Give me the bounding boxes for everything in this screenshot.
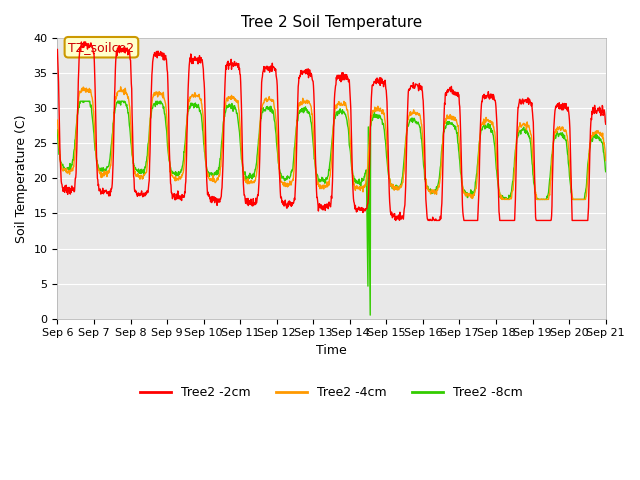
Tree2 -8cm [602,169,609,175]
Legend: Tree2 -2cm, Tree2 -4cm, Tree2 -8cm: Tree2 -2cm, Tree2 -4cm, Tree2 -8cm [135,381,528,404]
Tree2 -2cm [176,194,184,200]
Tree2 -2cm [489,96,497,102]
Tree2 -8cm [76,98,84,104]
Tree2 -4cm [176,175,184,180]
Y-axis label: Soil Temperature (C): Soil Temperature (C) [15,114,28,242]
Tree2 -2cm [80,39,88,45]
Tree2 -8cm [417,136,425,142]
Text: TZ_soilco2: TZ_soilco2 [68,41,134,54]
Tree2 -4cm [54,117,61,123]
Tree2 -8cm [176,170,184,176]
Tree2 -8cm [366,312,374,318]
Tree2 -4cm [417,117,425,123]
Tree2 -4cm [602,157,609,163]
Line: Tree2 -8cm: Tree2 -8cm [58,101,605,315]
Tree2 -2cm [237,92,245,97]
Tree2 -2cm [538,217,545,223]
Tree2 -2cm [54,47,61,52]
Line: Tree2 -2cm: Tree2 -2cm [58,42,605,220]
Tree2 -4cm [163,109,170,115]
Tree2 -8cm [54,127,61,132]
Tree2 -8cm [237,149,245,155]
Tree2 -4cm [538,196,545,202]
Tree2 -8cm [489,132,497,137]
Tree2 -2cm [392,217,399,223]
Tree2 -4cm [237,144,245,150]
Tree2 -2cm [163,56,170,62]
Line: Tree2 -4cm: Tree2 -4cm [58,87,605,199]
Tree2 -8cm [538,196,545,202]
Tree2 -2cm [602,121,609,127]
Tree2 -4cm [498,196,506,202]
Tree2 -4cm [117,84,125,90]
Tree2 -2cm [417,87,425,93]
Tree2 -4cm [489,119,497,125]
X-axis label: Time: Time [316,344,347,357]
Title: Tree 2 Soil Temperature: Tree 2 Soil Temperature [241,15,422,30]
Tree2 -8cm [163,126,170,132]
